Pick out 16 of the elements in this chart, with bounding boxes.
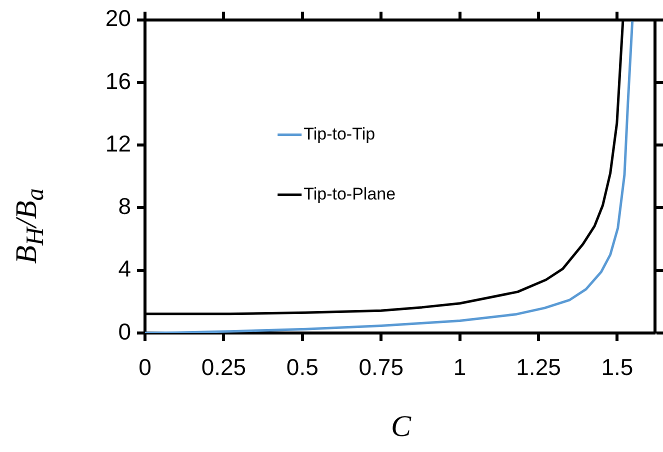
x-axis-title: C (390, 410, 412, 444)
x-tick-label: 0.75 (358, 354, 404, 380)
y-tick-label: 12 (105, 130, 131, 156)
x-tick-label: 1 (453, 354, 466, 380)
y-tick-label: 16 (105, 68, 131, 94)
x-tick-label: 0.5 (286, 354, 318, 380)
y-tick-label: 8 (118, 193, 131, 220)
x-tick-label: 1.25 (516, 354, 561, 380)
x-tick-label: 0.25 (201, 354, 246, 380)
y-tick-label: 0 (118, 318, 131, 344)
x-tick-label: 1.5 (601, 354, 634, 380)
x-tick-label: 0 (138, 354, 152, 380)
y-tick-label: 4 (118, 256, 132, 282)
y-tick-label: 20 (105, 5, 131, 32)
legend-label: Tip-to-Plane (304, 184, 396, 204)
legend-label: Tip-to-Tip (304, 124, 376, 144)
